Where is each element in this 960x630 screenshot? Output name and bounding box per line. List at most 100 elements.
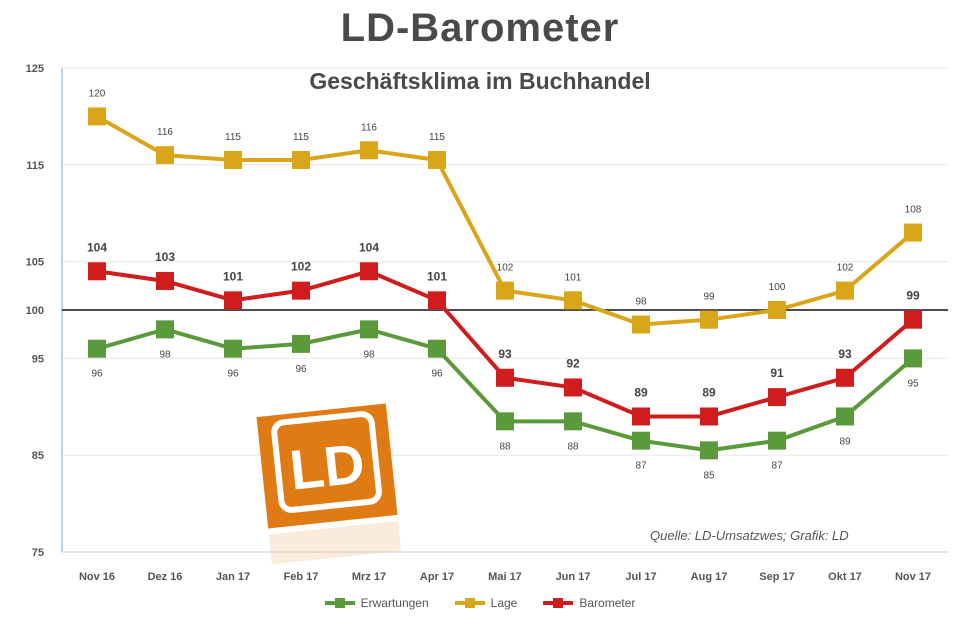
point-lage bbox=[904, 223, 922, 242]
legend-swatch-barometer bbox=[543, 598, 574, 608]
x-tick-label: Nov 17 bbox=[895, 571, 931, 583]
legend-label-barometer: Barometer bbox=[579, 596, 636, 610]
data-label-erwartungen: 96 bbox=[295, 364, 307, 375]
data-label-lage: 108 bbox=[905, 205, 922, 216]
x-tick-label: Aug 17 bbox=[691, 571, 728, 583]
data-label-barometer: 89 bbox=[634, 385, 648, 399]
data-label-erwartungen: 85 bbox=[703, 470, 715, 481]
data-label-lage: 116 bbox=[157, 127, 173, 138]
point-barometer bbox=[632, 407, 650, 426]
data-label-erwartungen: 89 bbox=[839, 436, 851, 447]
legend-item-lage: Lage bbox=[454, 596, 518, 610]
data-label-barometer: 93 bbox=[498, 347, 512, 361]
ld-logo: LD bbox=[256, 403, 402, 565]
series-layer bbox=[88, 107, 922, 460]
x-tick-label: Apr 17 bbox=[420, 571, 454, 583]
chart-title: LD-Barometer bbox=[340, 6, 620, 50]
point-lage bbox=[836, 281, 854, 300]
point-erwartungen bbox=[632, 431, 650, 450]
x-tick-label: Dez 16 bbox=[148, 571, 183, 583]
legend-swatch-erwartungen bbox=[324, 598, 355, 608]
legend-item-erwartungen: Erwartungen bbox=[324, 596, 429, 610]
data-label-lage: 102 bbox=[497, 263, 514, 274]
axis-layer: 75 85 95 100 105 115 125 Nov 16 Dez 16 Jan 17 Feb … bbox=[26, 63, 948, 583]
data-label-lage: 115 bbox=[225, 132, 241, 143]
logo-reflection bbox=[268, 520, 402, 565]
data-label-erwartungen: 96 bbox=[431, 369, 443, 380]
point-erwartungen bbox=[700, 441, 718, 460]
data-label-erwartungen: 95 bbox=[907, 378, 919, 389]
point-lage bbox=[564, 291, 582, 310]
y-tick-label: 100 bbox=[26, 305, 44, 317]
point-barometer bbox=[904, 310, 922, 329]
y-tick-label: 85 bbox=[32, 450, 44, 462]
x-tick-label: Jan 17 bbox=[216, 571, 250, 583]
data-label-lage: 98 bbox=[635, 297, 647, 308]
data-label-erwartungen: 96 bbox=[91, 369, 103, 380]
point-barometer bbox=[156, 271, 174, 290]
point-barometer bbox=[700, 407, 718, 426]
logo-background bbox=[256, 403, 398, 529]
data-label-barometer: 89 bbox=[702, 385, 716, 399]
point-lage bbox=[428, 150, 446, 169]
data-label-lage: 100 bbox=[769, 282, 786, 293]
point-erwartungen bbox=[360, 320, 378, 339]
point-erwartungen bbox=[904, 349, 922, 368]
data-label-erwartungen: 88 bbox=[567, 441, 579, 452]
point-barometer bbox=[428, 291, 446, 310]
legend: Erwartungen Lage Barometer bbox=[0, 596, 960, 610]
legend-label-erwartungen: Erwartungen bbox=[360, 596, 429, 610]
data-label-erwartungen: 87 bbox=[635, 461, 647, 472]
data-label-barometer: 91 bbox=[770, 366, 784, 380]
data-label-barometer: 99 bbox=[906, 289, 920, 303]
point-lage bbox=[700, 310, 718, 329]
point-erwartungen bbox=[156, 320, 174, 339]
logo-text: LD bbox=[287, 431, 368, 501]
legend-swatch-lage bbox=[454, 598, 485, 608]
data-label-barometer: 103 bbox=[155, 250, 175, 264]
data-label-barometer: 102 bbox=[291, 260, 311, 274]
point-erwartungen bbox=[564, 412, 582, 431]
point-barometer bbox=[224, 291, 242, 310]
x-tick-label: Nov 16 bbox=[79, 571, 115, 583]
chart-subtitle: Geschäftsklima im Buchhandel bbox=[309, 68, 651, 94]
y-tick-label: 95 bbox=[32, 353, 44, 365]
point-barometer bbox=[496, 368, 514, 387]
y-tick-label: 115 bbox=[26, 160, 44, 172]
legend-item-barometer: Barometer bbox=[543, 596, 635, 610]
y-tick-label: 75 bbox=[32, 547, 44, 559]
data-label-barometer: 92 bbox=[566, 356, 580, 370]
data-label-lage: 102 bbox=[837, 263, 854, 274]
data-label-barometer: 104 bbox=[87, 240, 107, 254]
point-barometer bbox=[768, 388, 786, 407]
data-label-erwartungen: 88 bbox=[499, 441, 511, 452]
data-label-barometer: 93 bbox=[838, 347, 852, 361]
data-label-barometer: 101 bbox=[427, 269, 447, 283]
data-label-lage: 101 bbox=[565, 272, 582, 283]
point-barometer bbox=[88, 262, 106, 281]
data-label-lage: 116 bbox=[361, 122, 377, 133]
point-erwartungen bbox=[88, 339, 106, 358]
point-lage bbox=[156, 146, 174, 165]
point-barometer bbox=[836, 368, 854, 387]
point-lage bbox=[224, 150, 242, 169]
point-lage bbox=[496, 281, 514, 300]
data-labels-layer: 96 98 96 96 98 96 88 88 87 85 87 89 95 120 116 115 115 11… bbox=[87, 88, 922, 481]
point-erwartungen bbox=[292, 334, 310, 353]
x-tick-label: Mai 17 bbox=[488, 571, 522, 583]
point-barometer bbox=[292, 281, 310, 300]
data-label-erwartungen: 98 bbox=[159, 349, 171, 360]
data-label-erwartungen: 96 bbox=[227, 369, 239, 380]
x-tick-label: Feb 17 bbox=[284, 571, 319, 583]
point-lage bbox=[632, 315, 650, 334]
data-label-lage: 115 bbox=[293, 132, 309, 143]
x-tick-label: Jul 17 bbox=[625, 571, 656, 583]
data-label-lage: 99 bbox=[703, 292, 715, 303]
data-label-erwartungen: 87 bbox=[771, 461, 783, 472]
legend-label-lage: Lage bbox=[490, 596, 518, 610]
point-erwartungen bbox=[768, 431, 786, 450]
point-erwartungen bbox=[428, 339, 446, 358]
data-label-barometer: 101 bbox=[223, 269, 243, 283]
point-erwartungen bbox=[496, 412, 514, 431]
